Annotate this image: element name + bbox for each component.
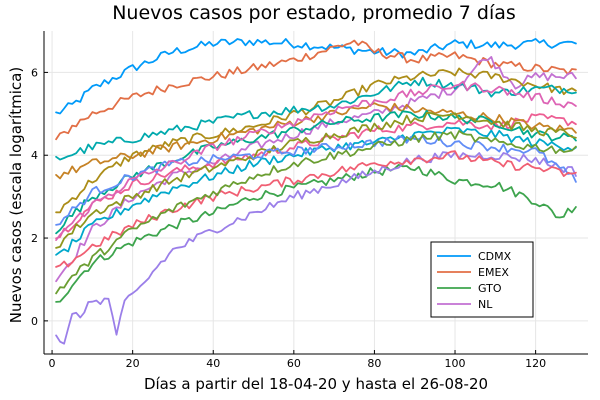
series-line-5 — [55, 76, 577, 161]
y-tick-label: 6 — [31, 66, 38, 79]
legend-label-nl: NL — [478, 298, 493, 311]
series-line-14 — [55, 80, 577, 241]
series-line-cdmx — [55, 38, 577, 115]
legend-items: CDMX EMEX GTO NL — [437, 250, 512, 311]
x-tick-label: 80 — [367, 357, 381, 370]
x-tick-label: 20 — [126, 357, 140, 370]
x-tick-label: 60 — [287, 357, 301, 370]
y-tick-label: 2 — [31, 232, 38, 245]
series-line-12 — [55, 135, 577, 226]
chart-title: Nuevos casos por estado, promedio 7 días — [112, 2, 516, 24]
y-tick-label: 0 — [31, 315, 38, 328]
x-tick-label: 100 — [445, 357, 466, 370]
series-line-7 — [55, 102, 577, 180]
x-axis-label: Días a partir del 18-04-20 y hasta el 26… — [144, 375, 488, 393]
legend: CDMX EMEX GTO NL — [430, 241, 534, 318]
tick-labels: 0 20 40 60 80 100 120 0 2 4 6 — [31, 66, 546, 370]
series-line-gto — [55, 164, 577, 303]
legend-label-gto: GTO — [478, 282, 502, 295]
series-line-emex — [55, 39, 577, 141]
series-lines — [55, 38, 577, 345]
series-line-15 — [55, 130, 577, 295]
legend-label-emex: EMEX — [478, 266, 509, 279]
x-tick-label: 40 — [206, 357, 220, 370]
series-line-8 — [55, 109, 577, 235]
series-line-13 — [55, 150, 577, 268]
y-axis-label: Nuevos casos (escala logarítmica) — [7, 67, 25, 323]
y-tick-label: 4 — [31, 149, 38, 162]
x-tick-label: 120 — [525, 357, 546, 370]
x-tick-label: 0 — [49, 357, 56, 370]
series-line-6 — [55, 113, 577, 240]
series-line-nl — [55, 56, 577, 283]
series-line-10 — [55, 126, 577, 256]
series-line-9 — [55, 111, 577, 249]
legend-label-cdmx: CDMX — [478, 250, 512, 263]
